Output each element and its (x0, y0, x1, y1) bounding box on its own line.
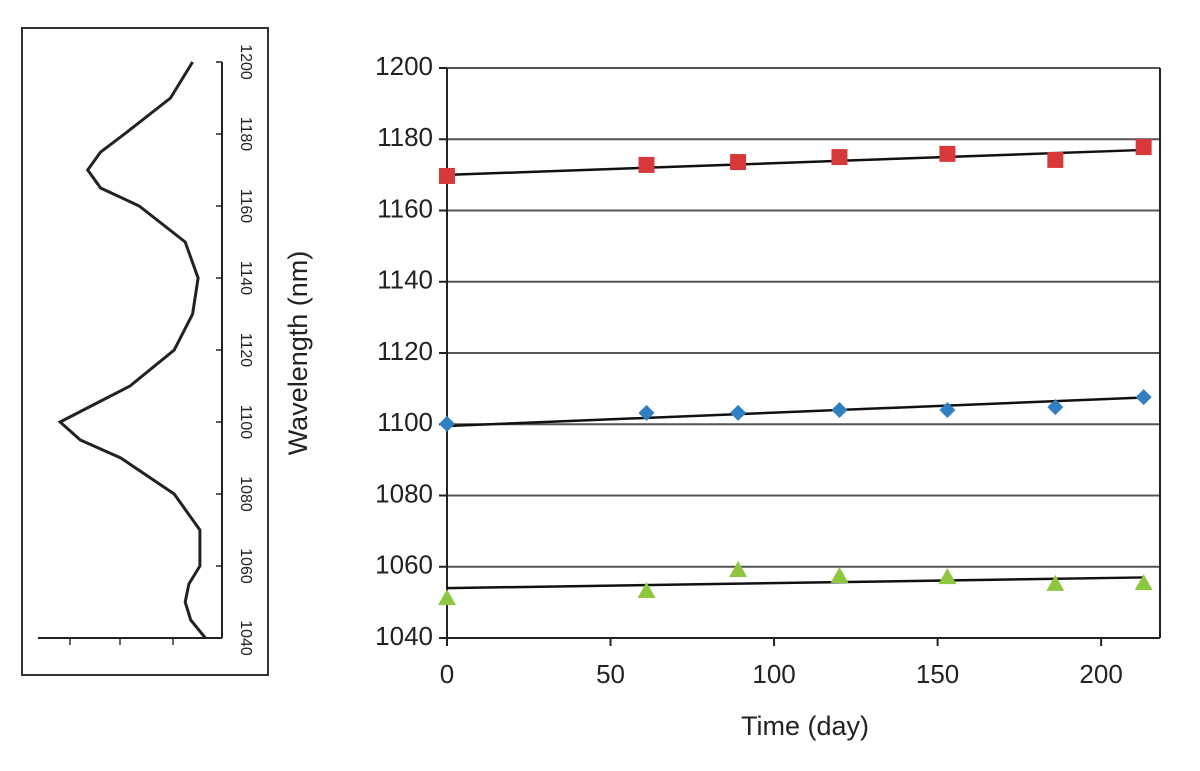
trend-line (446, 396, 1144, 428)
y-tick-label: 1080 (375, 478, 433, 508)
diamond-marker (638, 404, 655, 421)
diamond-marker (1047, 399, 1064, 416)
tick-label: 1120 (237, 333, 254, 368)
y-tick-label: 1200 (375, 51, 433, 81)
x-tick-label: 0 (440, 659, 454, 689)
x-tick-label: 50 (596, 659, 625, 689)
y-tick-label: 1140 (377, 265, 433, 295)
square-marker (439, 167, 455, 184)
x-tick-label: 100 (752, 659, 795, 689)
tick-label: 1040 (237, 620, 254, 656)
square-marker (730, 154, 747, 171)
tick-label: 1080 (237, 476, 254, 512)
diamond-marker (730, 404, 747, 421)
trend-line (446, 148, 1144, 177)
triangle-marker (938, 568, 957, 585)
left-panel-frame (21, 27, 269, 676)
spectrum-line (57, 61, 207, 639)
y-axis-label: Wavelength (nm) (283, 251, 313, 456)
y-tick-label: 1120 (377, 336, 433, 366)
diamond-marker (439, 415, 455, 432)
tick-label: 1200 (237, 44, 254, 80)
y-tick-label: 1100 (377, 407, 433, 437)
triangle-marker (438, 589, 456, 606)
square-marker (1047, 151, 1064, 168)
square-marker (1135, 139, 1152, 156)
triangle-marker (637, 581, 656, 598)
square-marker (939, 145, 956, 162)
square-marker (831, 149, 848, 166)
tick-label: 1140 (237, 261, 254, 296)
diamond-marker (939, 402, 956, 418)
y-tick-label: 1160 (377, 193, 433, 223)
x-tick-label: 200 (1079, 659, 1122, 689)
x-axis-label: Time (day) (741, 711, 869, 741)
tick-label: 1100 (237, 405, 254, 440)
triangle-marker (1134, 574, 1153, 591)
triangle-marker (729, 560, 748, 577)
triangle-marker (1046, 574, 1065, 591)
y-tick-label: 1180 (377, 122, 433, 152)
triangle-marker (830, 567, 849, 584)
trend-line (446, 576, 1144, 590)
diamond-marker (831, 402, 848, 418)
square-marker (638, 156, 655, 173)
tick-label: 1180 (237, 117, 254, 152)
y-tick-label: 1040 (375, 621, 433, 651)
tick-label: 1060 (237, 548, 254, 584)
x-tick-label: 150 (916, 659, 959, 689)
diamond-marker (1135, 389, 1152, 406)
y-tick-label: 1060 (375, 550, 433, 580)
tick-label: 1160 (237, 189, 254, 224)
